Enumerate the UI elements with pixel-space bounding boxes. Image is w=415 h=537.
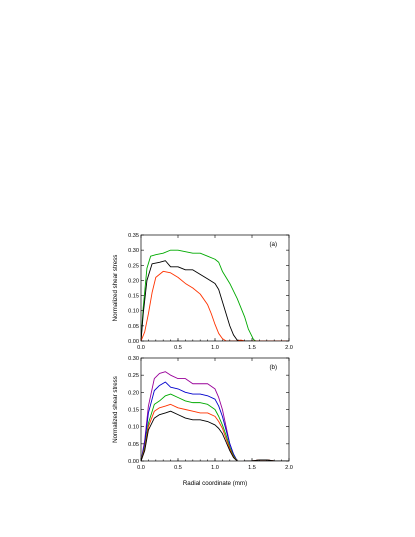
y-tick-label: 0.05 — [128, 442, 139, 448]
y-tick-label: 0.30 — [128, 248, 139, 254]
y-tick-label: 0.10 — [128, 425, 139, 431]
x-tick-label: 1.0 — [211, 345, 219, 351]
x-axis-title: Radial coordinate (mm) — [183, 480, 247, 487]
x-tick-label: 1.5 — [248, 465, 256, 471]
series-group — [141, 371, 289, 461]
y-tick-label: 0.00 — [128, 459, 139, 465]
series-line-3 — [141, 393, 289, 461]
y-axis-title: Normalized shear stress — [112, 255, 119, 322]
series-line-2 — [141, 260, 289, 341]
x-tick-label: 0.0 — [137, 465, 145, 471]
series-line-3 — [141, 270, 289, 341]
y-tick-label: 0.20 — [128, 278, 139, 284]
panel-label: (b) — [269, 364, 277, 371]
y-tick-label: 0.30 — [128, 356, 139, 362]
chart-panel-a: 0.0 0.5 1.0 1.5 2.0 0.00 0.05 0.10 0.15 0.20 0.25 0… — [112, 233, 293, 351]
series-line-1 — [141, 249, 289, 341]
y-tick-label: 0.00 — [128, 339, 139, 345]
panel-label: (a) — [269, 241, 277, 248]
series-group — [141, 249, 289, 341]
x-tick-label: 0.5 — [174, 465, 182, 471]
x-tick-label: 0.0 — [137, 345, 145, 351]
x-tick-label: 2.0 — [285, 465, 293, 471]
y-tick-label: 0.10 — [128, 309, 139, 315]
y-tick-label: 0.05 — [128, 324, 139, 330]
chart-panel-b: 0.0 0.5 1.0 1.5 2.0 0.00 0.05 0.10 0.15 0.20 0.25 0… — [112, 356, 293, 487]
y-axis-title: Normalized shear stress — [112, 376, 119, 443]
y-tick-label: 0.25 — [128, 373, 139, 379]
series-line-1 — [141, 371, 289, 461]
x-tick-label: 1.0 — [211, 465, 219, 471]
series-line-2 — [141, 381, 289, 461]
series-line-4 — [141, 403, 289, 461]
y-tick-label: 0.25 — [128, 263, 139, 269]
y-tick-label: 0.15 — [128, 294, 139, 300]
y-tick-label: 0.15 — [128, 408, 139, 414]
y-tick-label: 0.35 — [128, 233, 139, 239]
y-tick-label: 0.20 — [128, 390, 139, 396]
x-tick-label: 1.5 — [248, 345, 256, 351]
x-tick-label: 2.0 — [285, 345, 293, 351]
x-tick-label: 0.5 — [174, 345, 182, 351]
series-line-5 — [141, 410, 289, 461]
